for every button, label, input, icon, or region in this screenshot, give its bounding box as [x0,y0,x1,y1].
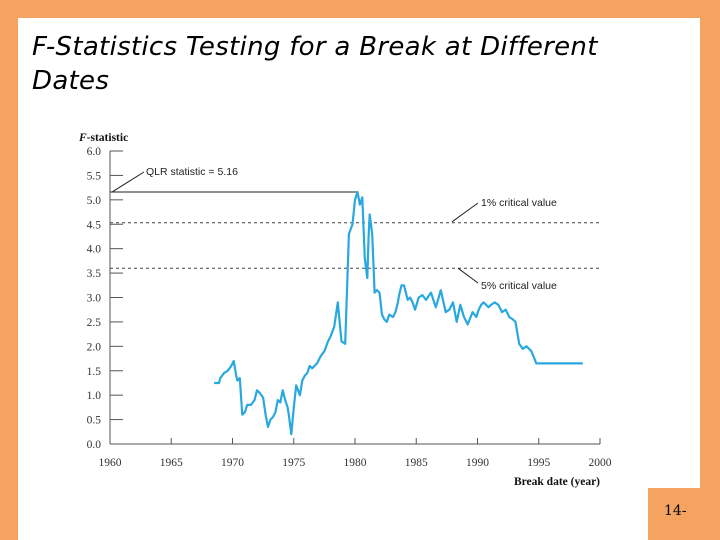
reference-lines: QLR statistic = 5.16 1% critical value 5% … [110,166,600,292]
x-tick-label: 1960 [99,457,122,469]
y-tick-label: 3.0 [87,293,102,305]
f-statistic-series-line [214,190,583,436]
y-axis-title: F-statistic [78,132,128,144]
x-tick-label: 1965 [160,457,183,469]
y-tick-label: 0.5 [87,415,102,427]
y-tick-label: 5.5 [87,170,102,182]
qlr-annotation-leader [111,171,145,193]
x-tick-label: 1970 [221,457,244,469]
y-tick-label: 4.5 [87,219,102,231]
y-tick-label: 3.5 [87,268,102,280]
chart-axes: 0.0 0.5 1.0 1.5 2.0 2.5 3.0 3.5 4.0 4.5 5.0 5.5 6.0 1… [87,146,612,469]
y-tick-label: 1.5 [87,366,102,378]
critical-value-label: 5% critical value [481,280,557,292]
qlr-annotation-label: QLR statistic = 5.16 [146,166,238,178]
y-tick-label: 4.0 [87,244,102,256]
slide-frame-left [0,0,18,540]
x-tick-label: 1990 [466,457,489,469]
x-axis-title: Break date (year) [514,476,600,488]
y-tick-label: 2.5 [87,317,102,329]
x-tick-label: 1995 [527,457,550,469]
x-tick-label: 1980 [344,457,367,469]
page-number-badge [648,488,700,540]
y-tick-label: 1.0 [87,390,102,402]
slide-title: F-Statistics Testing for a Break at Diff… [32,32,598,96]
page-number: 14- [664,503,687,519]
critical-value-leader [451,202,479,223]
critical-value-label: 1% critical value [481,197,557,209]
x-tick-label: 1975 [282,457,305,469]
slide-frame-right [700,0,720,540]
x-tick-label: 1985 [405,457,428,469]
y-tick-label: 2.0 [87,341,102,353]
y-tick-label: 5.0 [87,195,102,207]
y-tick-label: 6.0 [87,146,102,158]
critical-value-leader [457,267,479,284]
slide-frame-top [0,0,720,18]
y-tick-label: 0.0 [87,439,102,451]
series-layer [214,190,583,436]
x-tick-label: 2000 [589,457,612,469]
